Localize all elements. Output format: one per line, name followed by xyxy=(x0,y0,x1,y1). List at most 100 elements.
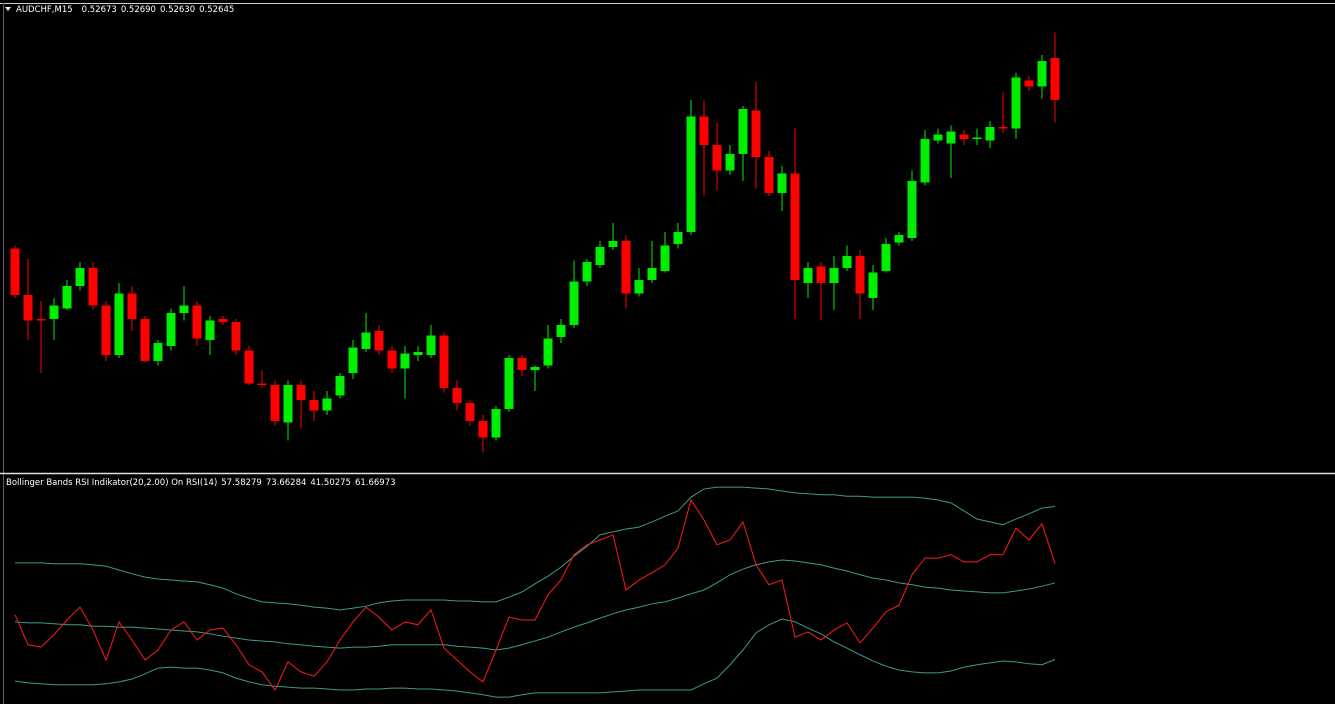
candle-body xyxy=(933,134,943,141)
candle-body xyxy=(101,305,111,355)
candle-body xyxy=(270,385,280,421)
ohlc-value: 0.52645 xyxy=(199,5,234,15)
indicator-header: Bollinger Bands RSI Indikator(20,2.00) O… xyxy=(6,478,396,488)
symbol-title: AUDCHF,M15 xyxy=(16,5,73,15)
candle-body xyxy=(439,335,449,388)
indicator-value: 73.66284 xyxy=(266,478,307,488)
indicator-line xyxy=(15,486,1056,611)
ohlc-value: 0.52690 xyxy=(121,5,156,15)
candle-body xyxy=(530,367,540,370)
indicator-line xyxy=(14,618,1056,698)
candle-body xyxy=(1011,77,1021,129)
candle-body xyxy=(608,241,618,247)
candle-body xyxy=(920,139,930,183)
indicator-line xyxy=(14,559,1056,651)
candle-body xyxy=(738,109,748,154)
candle-body xyxy=(556,325,566,337)
candle-body xyxy=(712,145,722,171)
indicator-value: 41.50275 xyxy=(310,478,351,488)
candle-body xyxy=(790,173,800,280)
candle-body xyxy=(75,268,85,286)
candle-body xyxy=(205,320,215,340)
candle-body xyxy=(244,350,254,384)
candle-body xyxy=(179,305,189,313)
candle-body xyxy=(582,262,592,282)
candle-body xyxy=(972,137,982,139)
candle-body xyxy=(374,331,384,351)
candle-body xyxy=(855,256,865,294)
candle-body xyxy=(140,319,150,361)
candle-body xyxy=(335,376,345,396)
candle-body xyxy=(426,335,436,355)
ohlc-value: 0.52630 xyxy=(160,5,195,15)
candle-body xyxy=(49,305,59,319)
candle-body xyxy=(23,295,33,321)
ohlc-value: 0.52673 xyxy=(82,5,117,15)
candle-body xyxy=(127,293,137,319)
candle-body xyxy=(725,154,735,171)
indicator-title: Bollinger Bands RSI Indikator(20,2.00) O… xyxy=(6,478,217,488)
candle-body xyxy=(543,338,553,366)
candle-body xyxy=(400,353,410,369)
candle-body xyxy=(504,358,514,409)
candle-body xyxy=(660,245,670,271)
candle-body xyxy=(842,256,852,268)
candle-body xyxy=(686,116,696,232)
candle-body xyxy=(777,173,787,193)
candle-body xyxy=(361,332,371,349)
candle-body xyxy=(998,127,1008,129)
candle-body xyxy=(10,248,20,295)
candle-body xyxy=(569,281,579,325)
candle-body xyxy=(62,286,72,309)
candle-body xyxy=(348,347,358,373)
candle-body xyxy=(452,388,462,403)
candle-body xyxy=(634,280,644,294)
plot-layer: AUDCHF,M15 0.52673 0.52690 0.52630 0.52645 Bo… xyxy=(6,5,1060,698)
candle-body xyxy=(699,116,709,145)
candle-body xyxy=(868,272,878,298)
candle-body xyxy=(829,268,839,283)
candle-body xyxy=(36,319,46,321)
candle-body xyxy=(231,322,241,351)
candle-body xyxy=(517,358,527,370)
candle-body xyxy=(257,383,267,385)
candle-body xyxy=(751,110,761,157)
candle-body xyxy=(192,305,202,339)
candle-body xyxy=(322,398,332,411)
candle-body xyxy=(114,293,124,355)
candle-body xyxy=(465,403,475,421)
candle-body xyxy=(309,400,319,411)
chart-header: AUDCHF,M15 0.52673 0.52690 0.52630 0.52645 xyxy=(16,5,234,15)
candle-body xyxy=(647,268,657,280)
candle-body xyxy=(296,385,306,400)
collapse-arrow[interactable] xyxy=(5,7,11,11)
candle-body xyxy=(283,385,293,423)
candle-body xyxy=(959,134,969,139)
candle-body xyxy=(673,232,683,244)
candle-body xyxy=(946,131,956,144)
candle-body xyxy=(907,181,917,238)
indicator-line xyxy=(14,498,1056,691)
candle-body xyxy=(153,343,163,361)
candle-body xyxy=(764,157,774,193)
candle-body xyxy=(413,352,423,355)
candle-body xyxy=(478,421,488,438)
candle-body xyxy=(166,313,176,346)
candle-body xyxy=(621,241,631,294)
candle-body xyxy=(1024,80,1034,87)
candle-body xyxy=(1037,61,1047,87)
indicator-value: 57.58279 xyxy=(221,478,262,488)
candle-body xyxy=(985,127,995,141)
candle-body xyxy=(803,268,813,283)
candle-body xyxy=(816,266,826,283)
candle-body xyxy=(387,350,397,369)
candle-body xyxy=(218,319,228,322)
candle-body xyxy=(1050,58,1060,100)
candle-body xyxy=(894,235,904,243)
candle-body xyxy=(881,244,891,271)
candle-body xyxy=(595,247,605,265)
candle-body xyxy=(88,268,98,306)
